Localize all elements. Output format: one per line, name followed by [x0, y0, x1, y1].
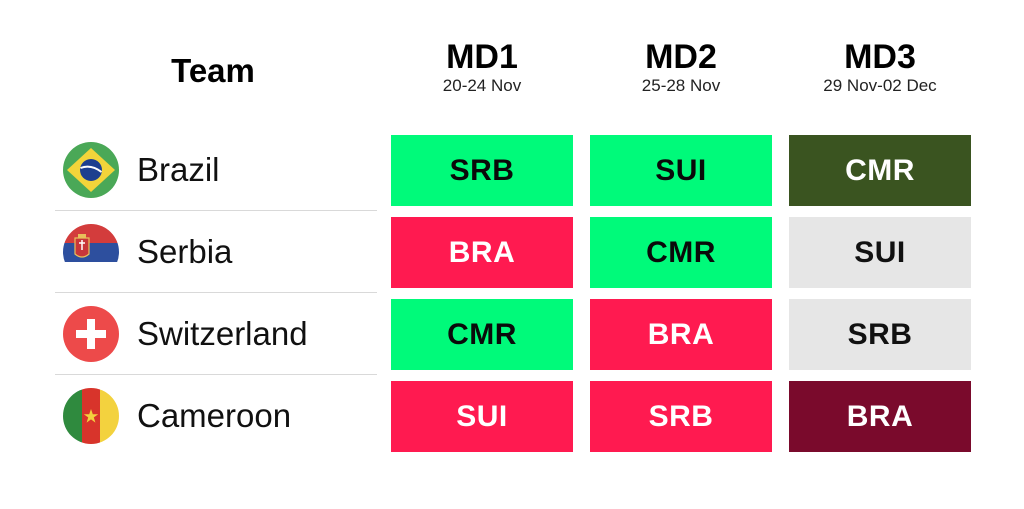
serbia-flag-icon	[63, 224, 119, 280]
team-name: Switzerland	[137, 315, 308, 352]
brazil-flag-icon	[63, 142, 119, 198]
match-cell-serbia-md1: BRA	[391, 217, 573, 288]
match-cell-cameroon-md1: SUI	[391, 381, 573, 452]
team-row-cameroon: Cameroon	[55, 376, 377, 456]
match-cell-cameroon-md2: SRB	[590, 381, 772, 452]
matchday-1-header: MD1 20-24 Nov	[391, 38, 573, 96]
matchday-dates: 29 Nov-02 Dec	[823, 76, 937, 95]
team-name: Brazil	[137, 151, 220, 188]
cameroon-flag-icon	[63, 388, 119, 444]
team-column-header: Team	[171, 52, 255, 89]
team-row-switzerland: Switzerland	[55, 294, 377, 375]
match-cell-brazil-md2: SUI	[590, 135, 772, 206]
match-cell-switzerland-md2: BRA	[590, 299, 772, 370]
team-row-serbia: Serbia	[55, 212, 377, 293]
match-cell-switzerland-md1: CMR	[391, 299, 573, 370]
match-cell-cameroon-md3: BRA	[789, 381, 971, 452]
switzerland-flag-icon	[63, 306, 119, 362]
team-name: Serbia	[137, 233, 233, 270]
matchday-3-header: MD3 29 Nov-02 Dec	[789, 38, 971, 96]
team-row-brazil: Brazil	[55, 130, 377, 211]
team-name: Cameroon	[137, 397, 292, 434]
match-cell-brazil-md1: SRB	[391, 135, 573, 206]
match-cell-brazil-md3: CMR	[789, 135, 971, 206]
match-cell-serbia-md2: CMR	[590, 217, 772, 288]
match-cell-serbia-md3: SUI	[789, 217, 971, 288]
matchday-title: MD2	[645, 38, 717, 76]
match-cell-switzerland-md3: SRB	[789, 299, 971, 370]
matchday-dates: 25-28 Nov	[641, 76, 721, 95]
matchday-2-header: MD2 25-28 Nov	[590, 38, 772, 96]
matchday-title: MD3	[844, 38, 916, 76]
matchday-dates: 20-24 Nov	[442, 76, 522, 95]
matchday-title: MD1	[446, 38, 518, 76]
